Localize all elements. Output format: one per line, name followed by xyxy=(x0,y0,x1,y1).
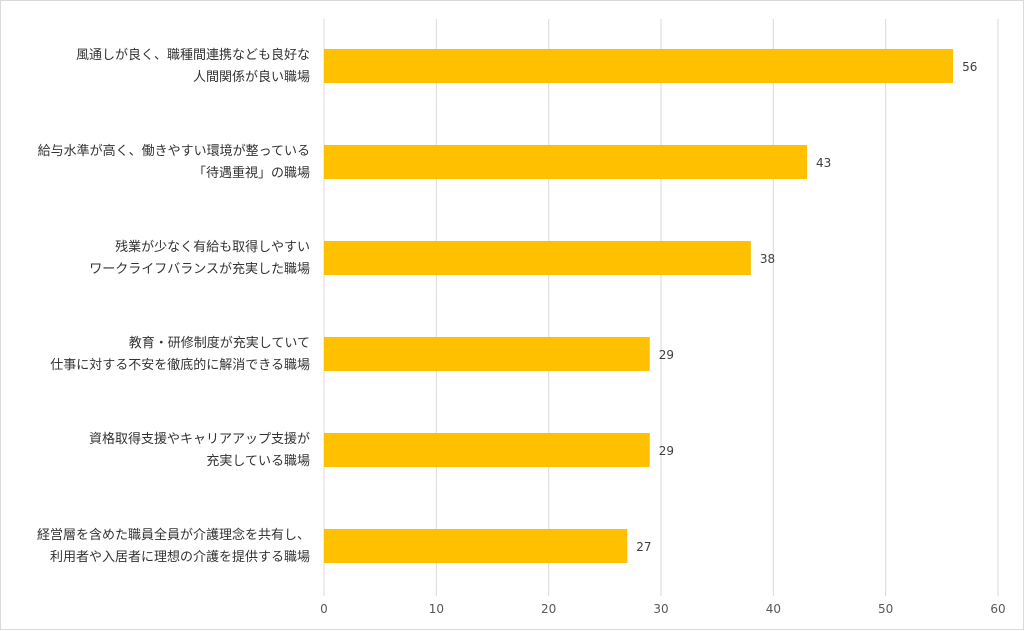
x-tick-label: 0 xyxy=(320,602,328,616)
bar xyxy=(324,337,650,371)
category-label: 資格取得支援やキャリアアップ支援が xyxy=(89,431,310,447)
category-label: 充実している職場 xyxy=(206,453,310,469)
bar-value-label: 29 xyxy=(659,444,674,458)
x-tick-label: 60 xyxy=(990,602,1005,616)
x-tick-label: 40 xyxy=(766,602,781,616)
category-label: 残業が少なく有給も取得しやすい xyxy=(115,239,310,255)
category-label: 「待遇重視」の職場 xyxy=(193,165,310,181)
bar xyxy=(324,145,808,179)
x-tick-label: 50 xyxy=(878,602,893,616)
x-tick-label: 30 xyxy=(653,602,668,616)
data-labels: 56 43 38 29 29 27 xyxy=(636,60,977,554)
x-tick-label: 20 xyxy=(541,602,556,616)
bar-value-label: 43 xyxy=(816,156,831,170)
category-label: 風通しが良く、職種間連携なども良好な xyxy=(76,47,310,63)
category-label: 給与水準が高く、働きやすい環境が整っている xyxy=(38,143,310,159)
gridlines xyxy=(323,19,999,596)
x-tick-label: 10 xyxy=(429,602,444,616)
bar xyxy=(324,433,650,467)
category-label: 仕事に対する不安を徹底的に解消できる職場 xyxy=(50,357,310,373)
bar xyxy=(324,529,628,563)
category-label: 経営層を含めた職員全員が介護理念を共有し、 xyxy=(37,527,310,543)
x-axis-ticks: 0 10 20 30 40 50 60 xyxy=(320,602,1005,616)
bar-value-label: 29 xyxy=(659,348,674,362)
category-label: 利用者や入居者に理想の介護を提供する職場 xyxy=(50,549,310,565)
category-label: 教育・研修制度が充実していて xyxy=(129,335,310,351)
bar-value-label: 38 xyxy=(760,252,775,266)
bar xyxy=(324,49,954,83)
bar-value-label: 56 xyxy=(962,60,977,74)
category-label: ワークライフバランスが充実した職場 xyxy=(89,261,310,277)
bar-value-label: 27 xyxy=(636,540,651,554)
bars xyxy=(324,49,954,563)
bar xyxy=(324,241,751,275)
category-labels: 風通しが良く、職種間連携なども良好な人間関係が良い職場給与水準が高く、働きやすい… xyxy=(37,47,310,565)
category-label: 人間関係が良い職場 xyxy=(193,69,310,85)
